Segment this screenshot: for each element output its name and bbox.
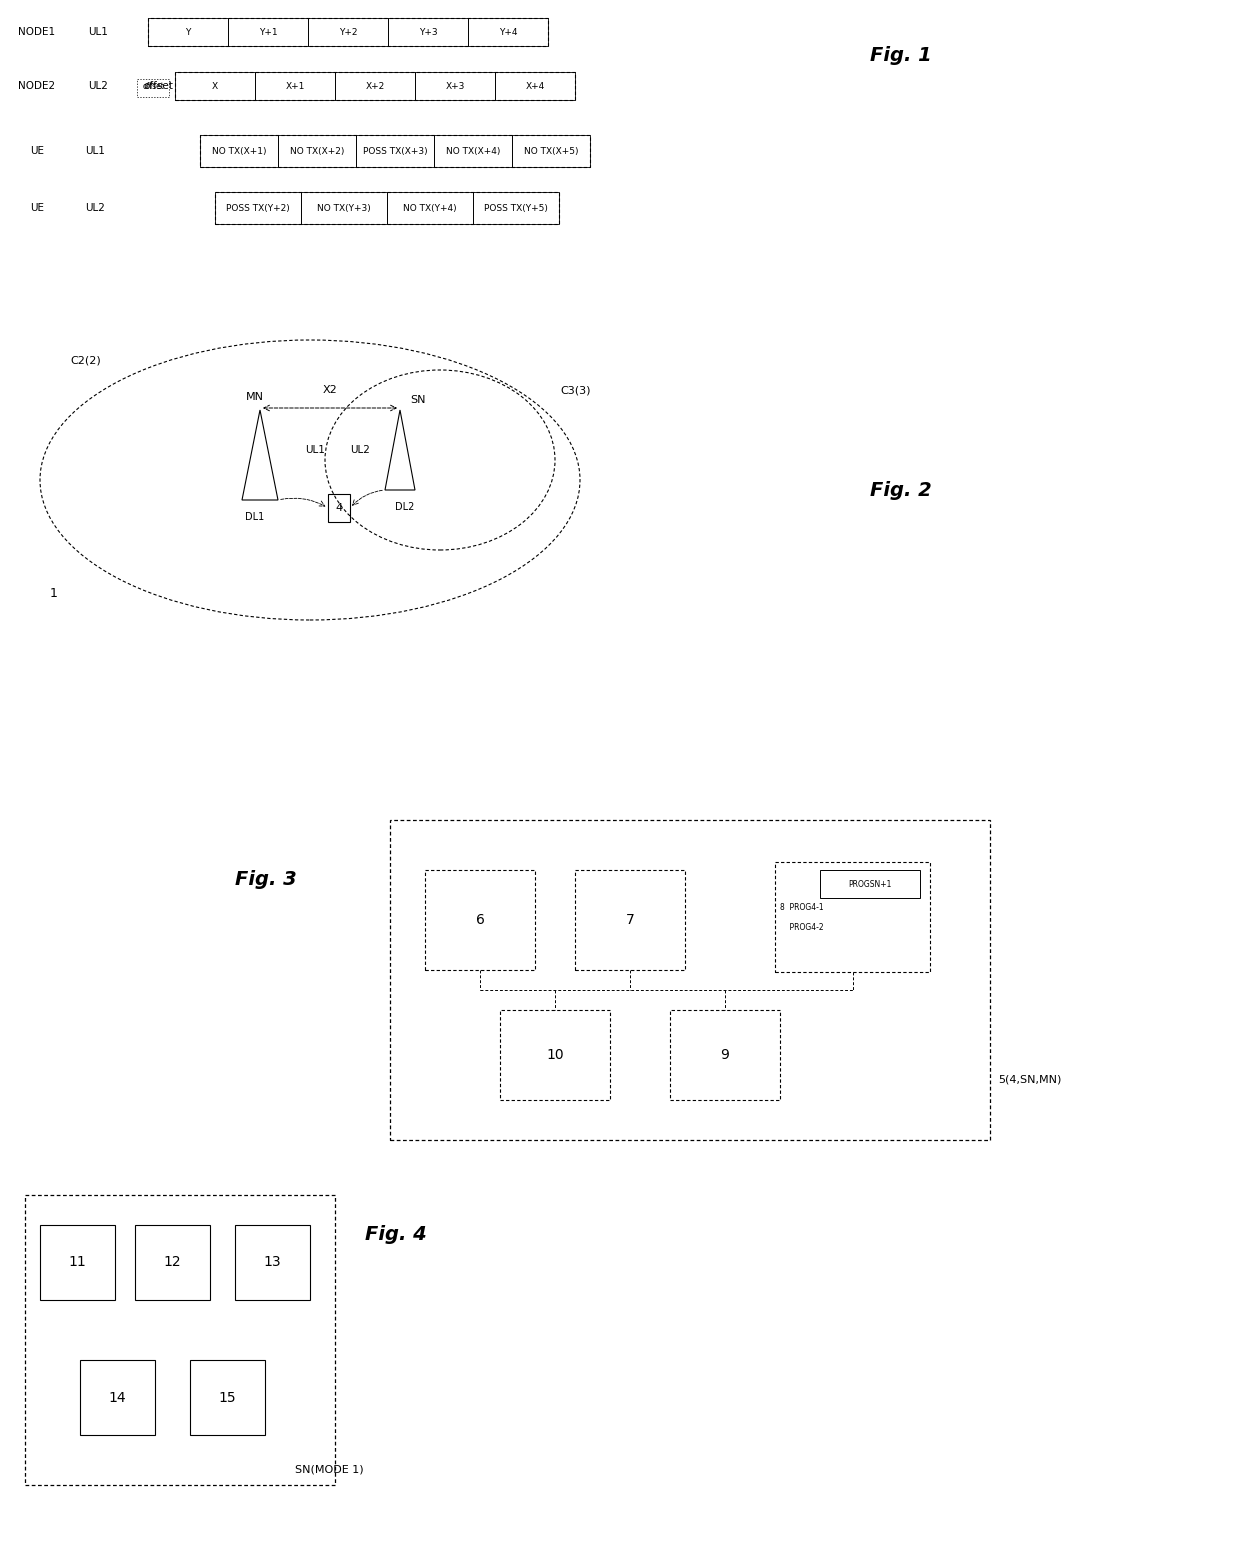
Bar (175, 72, 575, 100)
Text: UL2: UL2 (350, 444, 370, 455)
Text: Y+4: Y+4 (498, 28, 517, 36)
Text: C2(2): C2(2) (69, 355, 100, 365)
Bar (255, 72, 335, 100)
Text: Fig. 2: Fig. 2 (870, 480, 931, 499)
Text: UE: UE (30, 147, 43, 156)
Text: NO TX(X+5): NO TX(X+5) (523, 147, 578, 156)
Bar (215, 192, 301, 224)
Bar (278, 136, 356, 167)
Text: 7: 7 (626, 914, 635, 928)
Text: 8  PROG4-1: 8 PROG4-1 (780, 903, 823, 912)
Bar (500, 1010, 610, 1101)
Text: NODE1: NODE1 (19, 27, 55, 37)
Text: NODE2: NODE2 (19, 81, 55, 90)
Bar (387, 192, 472, 224)
Text: Y+3: Y+3 (419, 28, 438, 36)
Text: UL1: UL1 (305, 444, 325, 455)
Text: POSS TX(X+3): POSS TX(X+3) (362, 147, 428, 156)
Text: X+4: X+4 (526, 81, 544, 90)
Text: Y: Y (185, 28, 191, 36)
Text: C3(3): C3(3) (560, 385, 590, 394)
Bar (472, 192, 559, 224)
Text: X+1: X+1 (285, 81, 305, 90)
Bar (388, 19, 467, 47)
Bar (670, 1010, 780, 1101)
Text: Fig. 3: Fig. 3 (236, 870, 296, 889)
Text: DL2: DL2 (396, 502, 414, 511)
Bar (25, 1196, 335, 1486)
Text: 15: 15 (218, 1391, 237, 1405)
Bar (148, 19, 228, 47)
Text: Y+1: Y+1 (259, 28, 278, 36)
Bar (148, 19, 548, 47)
Bar (356, 136, 434, 167)
Text: 4: 4 (336, 504, 342, 513)
Text: 14: 14 (109, 1391, 126, 1405)
Bar (200, 136, 590, 167)
Bar (40, 1225, 115, 1300)
Text: POSS TX(Y+5): POSS TX(Y+5) (484, 204, 548, 212)
Bar (575, 870, 684, 970)
Bar (200, 136, 278, 167)
Text: Fig. 1: Fig. 1 (870, 45, 931, 64)
Text: 10: 10 (546, 1048, 564, 1062)
Text: 5(4,SN,MN): 5(4,SN,MN) (998, 1076, 1061, 1085)
Text: offset: offset (143, 81, 165, 90)
Text: 6: 6 (476, 914, 485, 928)
Bar (335, 72, 415, 100)
Text: PROG4-2: PROG4-2 (780, 923, 823, 931)
Bar (391, 820, 990, 1140)
Text: 11: 11 (68, 1255, 87, 1269)
Text: X+2: X+2 (366, 81, 384, 90)
Bar (329, 494, 350, 522)
Bar (434, 136, 512, 167)
Text: offset: offset (143, 81, 172, 90)
Text: X: X (212, 81, 218, 90)
Text: UL2: UL2 (88, 81, 108, 90)
Text: Y+2: Y+2 (339, 28, 357, 36)
Text: NO TX(X+4): NO TX(X+4) (446, 147, 500, 156)
Bar (215, 192, 559, 224)
Bar (135, 1225, 210, 1300)
Bar (495, 72, 575, 100)
Bar (301, 192, 387, 224)
Text: UL2: UL2 (86, 203, 105, 214)
Bar (81, 1359, 155, 1434)
Bar (136, 80, 169, 97)
Text: X2: X2 (322, 385, 337, 394)
Text: NO TX(Y+3): NO TX(Y+3) (317, 204, 371, 212)
Text: POSS TX(Y+2): POSS TX(Y+2) (226, 204, 290, 212)
Text: MN: MN (246, 391, 264, 402)
Bar (308, 19, 388, 47)
Text: 13: 13 (264, 1255, 281, 1269)
Text: 9: 9 (720, 1048, 729, 1062)
Bar (175, 72, 255, 100)
Bar (190, 1359, 265, 1434)
Bar (425, 870, 534, 970)
Text: NO TX(X+1): NO TX(X+1) (212, 147, 267, 156)
Text: NO TX(X+2): NO TX(X+2) (290, 147, 345, 156)
Bar (512, 136, 590, 167)
Text: NO TX(Y+4): NO TX(Y+4) (403, 204, 456, 212)
Bar (467, 19, 548, 47)
Text: X+3: X+3 (445, 81, 465, 90)
Bar (236, 1225, 310, 1300)
Text: 1: 1 (50, 588, 58, 600)
Text: PROGSN+1: PROGSN+1 (848, 879, 892, 889)
Text: Fig. 4: Fig. 4 (365, 1225, 427, 1244)
Text: SN: SN (410, 394, 425, 405)
Text: UL1: UL1 (86, 147, 105, 156)
Text: SN(MODE 1): SN(MODE 1) (295, 1465, 363, 1475)
Bar (820, 870, 920, 898)
Text: DL1: DL1 (246, 511, 264, 522)
Text: UL1: UL1 (88, 27, 108, 37)
Text: UE: UE (30, 203, 43, 214)
Bar (775, 862, 930, 971)
Bar (415, 72, 495, 100)
Bar (228, 19, 308, 47)
Text: 12: 12 (164, 1255, 181, 1269)
